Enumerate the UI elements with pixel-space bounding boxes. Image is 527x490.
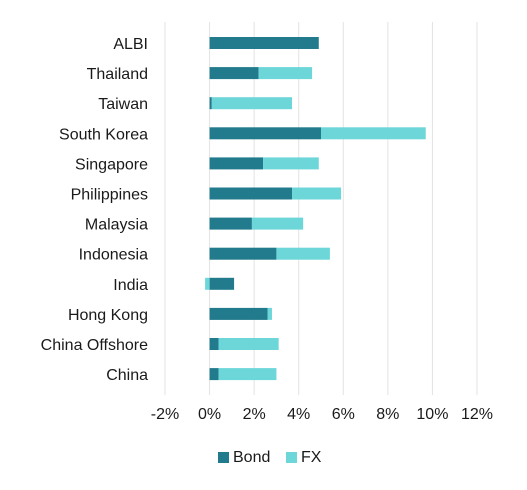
bar-bond-taiwan (209, 97, 212, 110)
bar-fx-south-korea (321, 127, 426, 140)
bar-fx-india (205, 277, 210, 290)
bar-fx-thailand (258, 67, 313, 80)
legend-swatch-fx (286, 452, 297, 463)
category-label: Philippines (71, 187, 148, 204)
legend-label-bond: Bond (233, 449, 270, 466)
category-label: Indonesia (79, 247, 148, 264)
category-label: Taiwan (98, 96, 148, 113)
bar-bond-hong-kong (209, 307, 268, 320)
bar-bond-philippines (209, 187, 293, 200)
category-label: Hong Kong (68, 307, 148, 324)
category-label: India (113, 277, 148, 294)
x-tick-label: 2% (243, 406, 266, 423)
bar-fx-hong-kong (267, 307, 272, 320)
bar-bond-south-korea (209, 127, 321, 140)
category-label: China (106, 367, 148, 384)
bar-bond-china (209, 368, 219, 381)
x-tick-label: 4% (287, 406, 310, 423)
bar-fx-singapore (263, 157, 319, 170)
x-tick-label: 8% (376, 406, 399, 423)
gridlines (164, 22, 478, 395)
x-tick-label: -2% (151, 406, 179, 423)
bar-bond-thailand (209, 67, 259, 80)
legend-swatch-bond (218, 452, 229, 463)
category-label: Singapore (75, 156, 148, 173)
category-label: China Offshore (41, 337, 148, 354)
bars (205, 37, 426, 381)
x-tick-label: 0% (198, 406, 221, 423)
legend: Bond FX (218, 449, 322, 466)
category-label: Thailand (87, 66, 148, 83)
category-label: South Korea (59, 126, 148, 143)
legend-label-fx: FX (301, 449, 322, 466)
bar-bond-singapore (209, 157, 264, 170)
bar-bond-india (209, 277, 235, 290)
bar-fx-china-offshore (218, 338, 279, 350)
category-label: ALBI (113, 36, 148, 53)
bar-fx-taiwan (211, 97, 293, 110)
bar-fx-philippines (292, 187, 342, 200)
bar-fx-malaysia (251, 217, 304, 230)
x-tick-label: 6% (332, 406, 355, 423)
bar-fx-indonesia (276, 247, 330, 260)
bar-bond-albi (209, 37, 319, 49)
bar-bond-malaysia (209, 217, 252, 230)
x-tick-label: 12% (461, 406, 493, 423)
category-label: Malaysia (85, 217, 148, 234)
x-tick-label: 10% (416, 406, 448, 423)
x-tick-labels: -2% 0% 2% 4% 6% 8% 10% 12% (151, 406, 493, 423)
category-labels: ALBI Thailand Taiwan South Korea Singapore Ph… (41, 36, 148, 384)
bar-bond-china-offshore (209, 338, 219, 350)
bar-fx-china (218, 368, 277, 381)
bar-bond-indonesia (209, 247, 277, 260)
